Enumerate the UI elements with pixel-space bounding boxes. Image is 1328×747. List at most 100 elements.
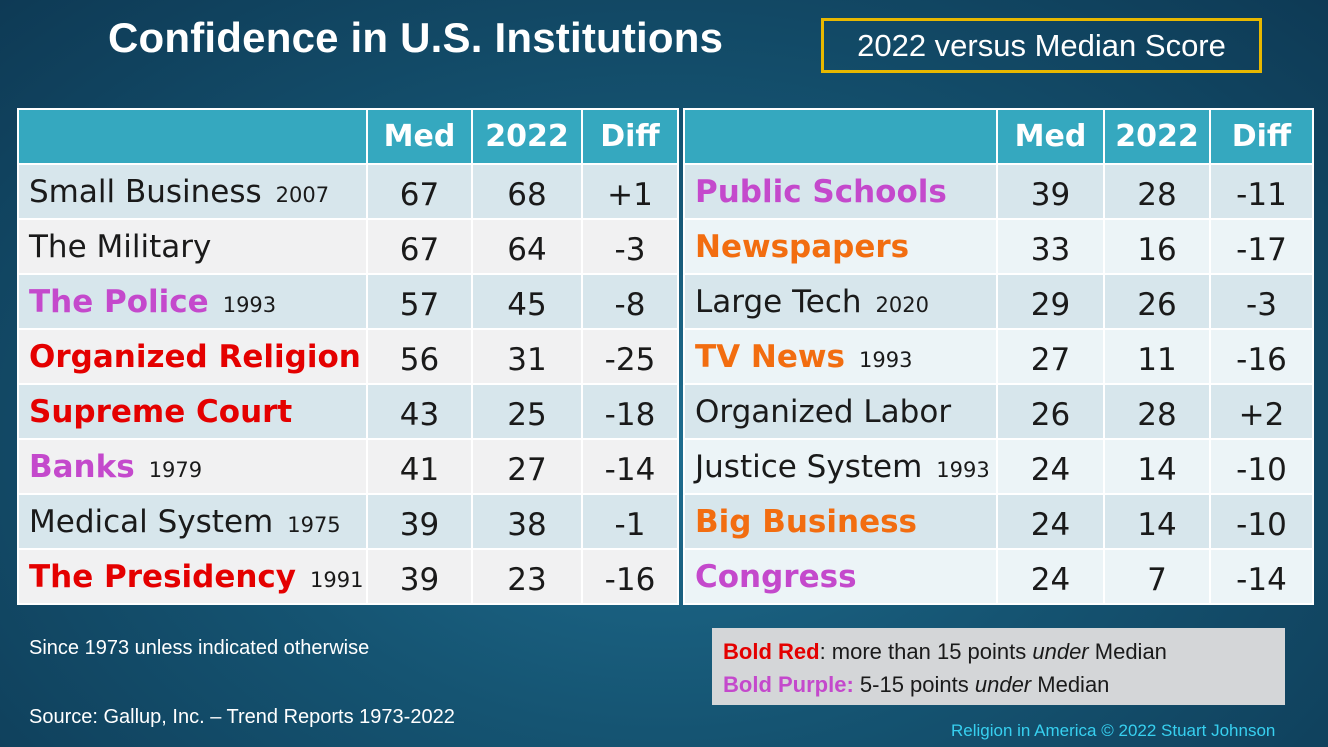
diff-value: -14	[1209, 548, 1314, 605]
institution-name: The Military	[29, 228, 212, 265]
institution-name: Newspapers	[695, 228, 910, 265]
diff-value: -10	[1209, 438, 1314, 495]
since-year: 1979	[148, 457, 203, 482]
value-2022: 14	[1103, 493, 1211, 550]
institution-name: Banks	[29, 448, 135, 485]
table-row: Banks 1979 41 27 -14	[17, 438, 679, 495]
institution-name: Organized Religion	[29, 338, 361, 375]
diff-value: -16	[581, 548, 679, 605]
median-value: 57	[366, 273, 473, 330]
institution-name: Organized Labor	[695, 393, 952, 430]
header-institution	[17, 108, 368, 165]
value-2022: 23	[471, 548, 583, 605]
header-2022: 2022	[471, 108, 583, 165]
since-year: 2020	[875, 292, 929, 317]
median-value: 27	[996, 328, 1105, 385]
value-2022: 31	[471, 328, 583, 385]
source-note: Source: Gallup, Inc. – Trend Reports 197…	[29, 706, 455, 728]
since-year: 1975	[287, 512, 341, 537]
value-2022: 11	[1103, 328, 1211, 385]
median-value: 29	[996, 273, 1105, 330]
table-row: Large Tech 2020 29 26 -3	[683, 273, 1314, 330]
value-2022: 14	[1103, 438, 1211, 495]
institution-name: The Police	[29, 283, 209, 320]
table-row: Justice System 1993 24 14 -10	[683, 438, 1314, 495]
subtitle-box: 2022 versus Median Score	[821, 18, 1262, 73]
table-row: Organized Labor 26 28 +2	[683, 383, 1314, 440]
institution-cell: The Military	[17, 218, 368, 275]
since-year: 1993	[222, 292, 277, 317]
value-2022: 68	[471, 163, 583, 220]
header-med: Med	[366, 108, 473, 165]
value-2022: 28	[1103, 383, 1211, 440]
institution-name: Small Business	[29, 173, 262, 210]
table-row: TV News 1993 27 11 -16	[683, 328, 1314, 385]
table-row: Medical System 1975 39 38 -1	[17, 493, 679, 550]
header-diff: Diff	[581, 108, 679, 165]
legend-red-emphasis: under	[1032, 639, 1089, 664]
institution-name: Big Business	[695, 503, 918, 540]
table-body-left: Small Business 2007 67 68 +1 The Military 67 64…	[17, 163, 679, 605]
page-title: Confidence in U.S. Institutions	[108, 14, 724, 61]
since-year: 1991	[310, 567, 364, 592]
since-year: 1993	[936, 457, 990, 482]
institution-cell: The Presidency 1991	[17, 548, 368, 605]
diff-value: +1	[581, 163, 679, 220]
table-row: Public Schools 39 28 -11	[683, 163, 1314, 220]
institution-cell: Justice System 1993	[683, 438, 998, 495]
institution-cell: Big Business	[683, 493, 998, 550]
institution-name: TV News	[695, 338, 845, 375]
value-2022: 26	[1103, 273, 1211, 330]
median-value: 24	[996, 548, 1105, 605]
institution-cell: Large Tech 2020	[683, 273, 998, 330]
institution-name: Large Tech	[695, 283, 862, 320]
median-value: 39	[366, 493, 473, 550]
diff-value: -3	[1209, 273, 1314, 330]
institution-cell: Congress	[683, 548, 998, 605]
median-value: 33	[996, 218, 1105, 275]
institution-name: Congress	[695, 558, 857, 595]
diff-value: -11	[1209, 163, 1314, 220]
legend-purple-text: 5-15 points	[853, 672, 975, 697]
header-med: Med	[996, 108, 1105, 165]
legend-red-tail: Median	[1088, 639, 1167, 664]
value-2022: 16	[1103, 218, 1211, 275]
institution-name: Public Schools	[695, 173, 947, 210]
subtitle: 2022 versus Median Score	[857, 27, 1226, 63]
table-row: The Presidency 1991 39 23 -16	[17, 548, 679, 605]
institution-cell: The Police 1993	[17, 273, 368, 330]
diff-value: -17	[1209, 218, 1314, 275]
legend-purple-tail: Median	[1031, 672, 1110, 697]
table-row: Big Business 24 14 -10	[683, 493, 1314, 550]
table-header-row: Med 2022 Diff	[17, 108, 679, 165]
diff-value: -10	[1209, 493, 1314, 550]
diff-value: -16	[1209, 328, 1314, 385]
diff-value: -8	[581, 273, 679, 330]
table-header-row: Med 2022 Diff	[683, 108, 1314, 165]
diff-value: -18	[581, 383, 679, 440]
institution-cell: Organized Religion	[17, 328, 368, 385]
table-row: The Police 1993 57 45 -8	[17, 273, 679, 330]
legend-red-line: Bold Red: more than 15 points under Medi…	[723, 635, 1285, 668]
header-diff: Diff	[1209, 108, 1314, 165]
legend-purple-line: Bold Purple: 5-15 points under Median	[723, 668, 1285, 701]
legend-purple-emphasis: under	[974, 672, 1032, 697]
table-row: The Military 67 64 -3	[17, 218, 679, 275]
institution-cell: Public Schools	[683, 163, 998, 220]
institution-name: Medical System	[29, 503, 274, 540]
institution-cell: Organized Labor	[683, 383, 998, 440]
table-body-right: Public Schools 39 28 -11 Newspapers 33 16 -17 La…	[683, 163, 1314, 605]
median-value: 67	[366, 218, 473, 275]
median-value: 43	[366, 383, 473, 440]
median-value: 26	[996, 383, 1105, 440]
diff-value: -25	[581, 328, 679, 385]
value-2022: 7	[1103, 548, 1211, 605]
institution-cell: Newspapers	[683, 218, 998, 275]
institution-cell: TV News 1993	[683, 328, 998, 385]
diff-value: -14	[581, 438, 679, 495]
color-legend: Bold Red: more than 15 points under Medi…	[712, 628, 1285, 705]
median-value: 39	[996, 163, 1105, 220]
median-value: 41	[366, 438, 473, 495]
institution-cell: Medical System 1975	[17, 493, 368, 550]
diff-value: -3	[581, 218, 679, 275]
